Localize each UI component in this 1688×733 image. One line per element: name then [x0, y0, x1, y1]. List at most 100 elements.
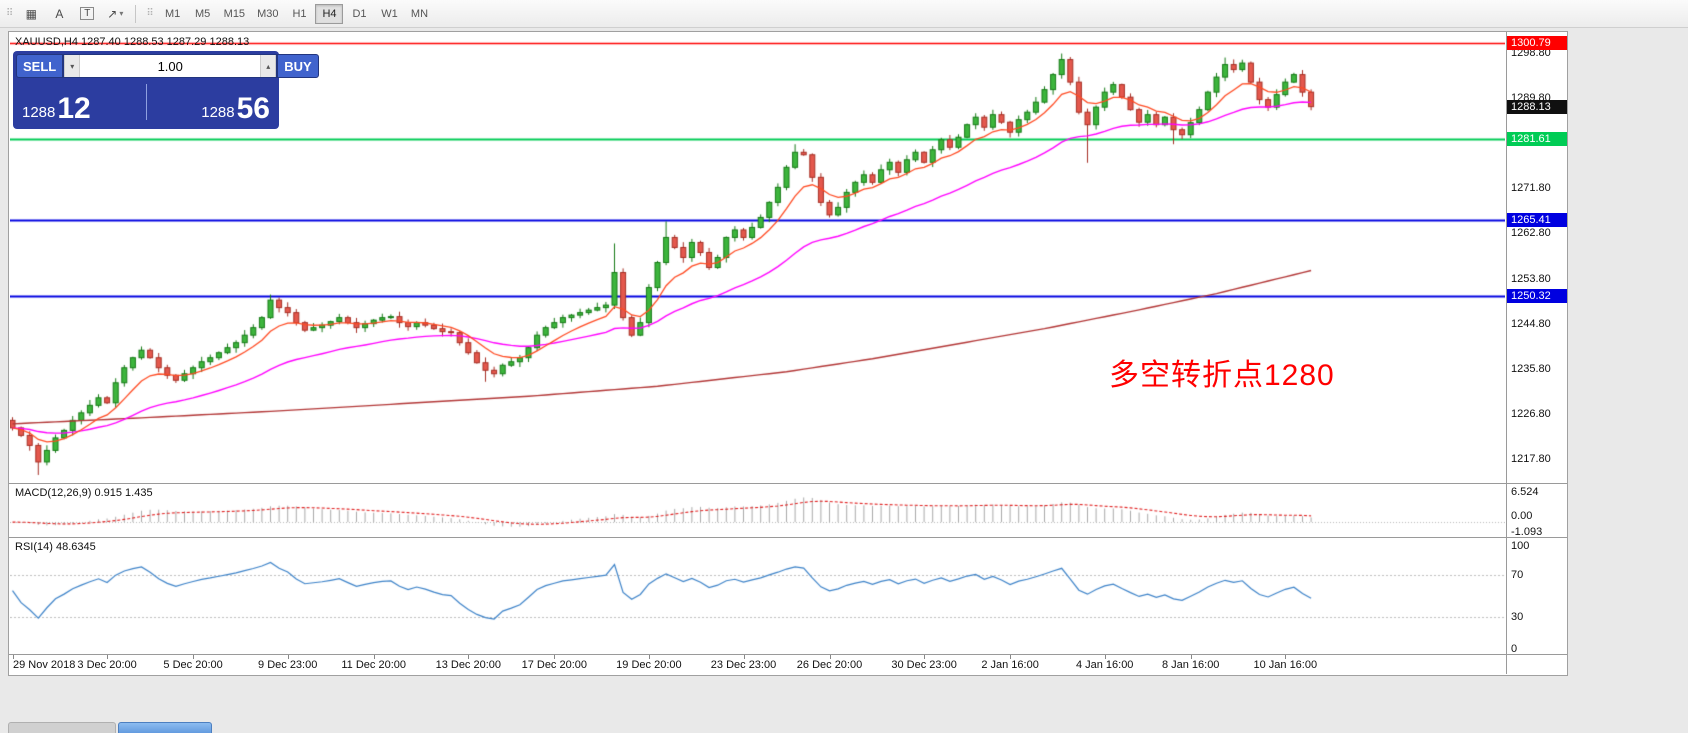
volume-down-button[interactable]: ▾ [64, 55, 81, 77]
bid-main-digits: 1288 [22, 104, 56, 121]
time-axis-tick [743, 655, 745, 659]
timeframe-m1[interactable]: M1 [159, 4, 187, 24]
macd-axis-label: 0.00 [1511, 510, 1533, 523]
time-axis-label: 9 Dec 23:00 [258, 659, 318, 671]
time-axis-tick [373, 655, 375, 659]
price-axis-label: 1235.80 [1511, 362, 1551, 375]
dropdown-arrow-icon: ▾ [119, 9, 124, 18]
price-line-label-support-green: 1281.61 [1507, 132, 1567, 147]
macd-axis-label: -1.093 [1511, 526, 1543, 539]
toolbar-separator [135, 4, 137, 23]
price-axis-label: 1262.80 [1511, 227, 1551, 240]
rsi-axis-label: 30 [1511, 611, 1524, 624]
ask-main-digits: 1288 [201, 104, 235, 121]
time-axis-label: 13 Dec 20:00 [435, 659, 502, 671]
bid-price: 1288 12 [22, 94, 91, 124]
rsi-panel-separator[interactable] [9, 537, 1567, 538]
time-axis-tick [829, 655, 831, 659]
letter-a-icon: A [55, 6, 64, 21]
minimized-chart-bar-2[interactable] [118, 722, 212, 733]
one-click-trade-panel: SELL ▾ ▴ BUY 1288 12 1288 56 [13, 51, 319, 129]
time-axis-label: 19 Dec 20:00 [616, 659, 682, 671]
time-axis-tick [648, 655, 650, 659]
timeframe-drag-handle[interactable]: ⠿ [146, 8, 154, 19]
grid-icon: ▦ [25, 6, 37, 21]
main-toolbar: ⠿ ▦ A T ↗ ▾ ⠿ M1 M5 M15 M30 H1 H4 D1 W1 … [0, 0, 1688, 28]
time-axis-label: 3 Dec 20:00 [77, 659, 137, 671]
timeframe-h1[interactable]: H1 [285, 4, 313, 24]
text-label-tool-button[interactable]: A [46, 3, 72, 25]
price-axis-border [1506, 32, 1507, 674]
timeframe-m5[interactable]: M5 [189, 4, 217, 24]
bid-pip-digits: 12 [57, 92, 91, 125]
price-line-label-resistance-red: 1300.79 [1507, 36, 1567, 51]
volume-input[interactable] [80, 55, 261, 77]
macd-panel-separator[interactable] [9, 483, 1567, 484]
arrows-tool-icon: ↗ [107, 6, 118, 21]
volume-up-button[interactable]: ▴ [260, 55, 277, 77]
price-axis-label: 1271.80 [1511, 182, 1551, 195]
time-axis-label: 17 Dec 20:00 [521, 659, 588, 671]
chart-annotation-text: 多空转折点1280 [1109, 359, 1335, 392]
time-axis-tick [1010, 655, 1012, 659]
time-axis-tick [12, 655, 14, 659]
price-divider [145, 84, 147, 120]
ask-pip-digits: 56 [236, 92, 270, 125]
time-axis-label: 8 Jan 16:00 [1161, 659, 1220, 671]
time-axis-label: 10 Jan 16:00 [1253, 659, 1318, 671]
price-axis-label: 1226.80 [1511, 407, 1551, 420]
price-axis-label: 1253.80 [1511, 272, 1551, 285]
time-axis-label: 30 Dec 23:00 [891, 659, 957, 671]
price-line-label-current-price: 1288.13 [1507, 99, 1567, 114]
time-axis-label: 5 Dec 20:00 [163, 659, 223, 671]
time-axis-tick [554, 655, 556, 659]
macd-indicator-canvas[interactable] [10, 484, 1505, 537]
rsi-indicator-canvas[interactable] [10, 538, 1505, 654]
rsi-axis-label: 0 [1511, 643, 1518, 655]
text-tool-button[interactable]: T [74, 3, 100, 25]
buy-button[interactable]: BUY [277, 54, 319, 78]
rsi-axis-label: 70 [1511, 568, 1524, 581]
sell-button[interactable]: SELL [16, 54, 64, 78]
time-axis-tick [1104, 655, 1106, 659]
macd-label: MACD(12,26,9) 0.915 1.435 [15, 487, 153, 499]
time-axis-separator [9, 654, 1567, 655]
time-axis-tick [468, 655, 470, 659]
price-axis-label: 1217.80 [1511, 452, 1551, 465]
time-axis-tick [107, 655, 109, 659]
ask-price: 1288 56 [201, 94, 270, 124]
minimized-chart-bar-1[interactable] [8, 722, 116, 733]
time-axis-label: 29 Nov 2018 [13, 659, 76, 671]
time-axis-label: 26 Dec 20:00 [796, 659, 863, 671]
macd-axis-label: 6.524 [1511, 485, 1539, 498]
time-axis-label: 23 Dec 23:00 [710, 659, 777, 671]
time-axis-tick [1285, 655, 1287, 659]
volume-control: ▾ ▴ [63, 54, 278, 78]
time-axis-tick [1190, 655, 1192, 659]
arrows-tool-button[interactable]: ↗ ▾ [102, 3, 128, 25]
rsi-axis-label: 100 [1511, 540, 1530, 552]
timeframe-d1[interactable]: D1 [345, 4, 373, 24]
bid-ask-display: 1288 12 1288 56 [16, 80, 276, 126]
time-axis-label: 4 Jan 16:00 [1075, 659, 1134, 671]
price-line-label-support-blue-2: 1250.32 [1507, 288, 1567, 303]
chart-window[interactable]: XAUUSD,H4 1287.40 1288.53 1287.29 1288.1… [8, 31, 1568, 676]
time-axis-label: 11 Dec 20:00 [341, 659, 406, 671]
toolbar-drag-handle[interactable]: ⠿ [6, 8, 14, 19]
letter-t-icon: T [80, 7, 95, 20]
grid-tool-button[interactable]: ▦ [18, 3, 44, 25]
timeframe-w1[interactable]: W1 [375, 4, 403, 24]
price-axis-label: 1244.80 [1511, 317, 1551, 330]
time-axis-tick [287, 655, 289, 659]
time-axis-label: 2 Jan 16:00 [981, 659, 1039, 671]
time-axis-tick [193, 655, 195, 659]
timeframe-m30[interactable]: M30 [252, 4, 283, 24]
rsi-label: RSI(14) 48.6345 [15, 541, 96, 553]
time-axis-tick [924, 655, 926, 659]
timeframe-h4[interactable]: H4 [315, 3, 344, 24]
timeframe-m15[interactable]: M15 [219, 4, 250, 24]
timeframe-mn[interactable]: MN [405, 4, 433, 24]
trade-buttons-row: SELL ▾ ▴ BUY [16, 54, 319, 78]
chart-title: XAUUSD,H4 1287.40 1288.53 1287.29 1288.1… [15, 36, 250, 48]
